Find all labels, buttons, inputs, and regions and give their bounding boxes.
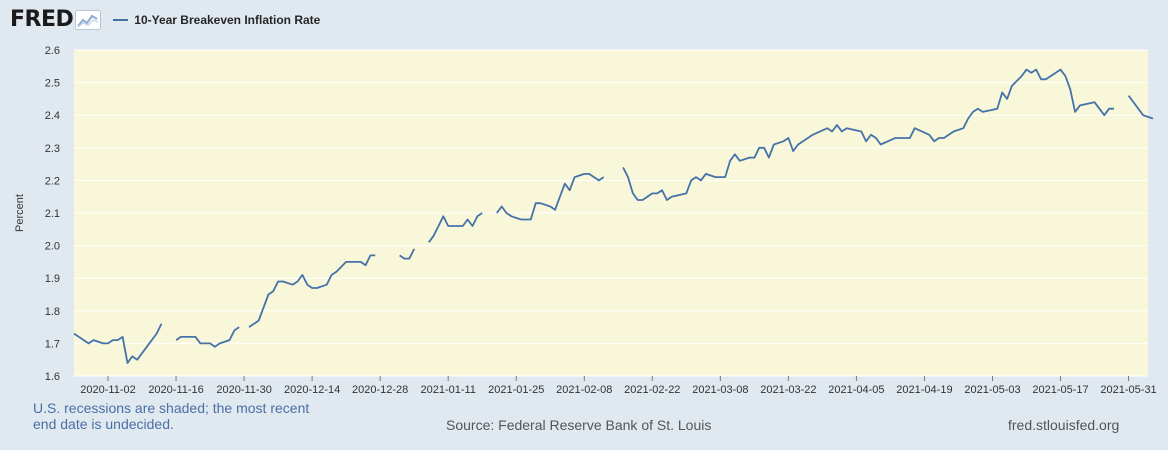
- y-tick-label: 1.9: [45, 273, 60, 285]
- y-tick-label: 2.2: [45, 175, 60, 187]
- chart-line-icon: [75, 10, 102, 30]
- series-line-segment[interactable]: [175, 326, 240, 348]
- x-tick-label: 2021-03-22: [760, 384, 816, 396]
- x-tick-label: 2020-12-28: [352, 384, 408, 396]
- recession-note: U.S. recessions are shaded; the most rec…: [33, 400, 310, 432]
- legend: 10-Year Breakeven Inflation Rate: [113, 13, 320, 27]
- x-tick-label: 2021-04-05: [828, 384, 884, 396]
- x-tick-label: 2021-01-11: [420, 384, 475, 396]
- y-tick-label: 2.3: [45, 143, 60, 155]
- legend-label[interactable]: 10-Year Breakeven Inflation Rate: [134, 13, 321, 27]
- series-line-segment[interactable]: [1127, 95, 1154, 120]
- y-axis-ticks: 1.6 1.7 1.8 1.9 2.0 2.1 2.2 2.3 2.4 2.5 2.6: [45, 45, 60, 383]
- legend-swatch: [113, 19, 129, 21]
- x-tick-label: 2021-05-03: [964, 384, 1020, 396]
- y-tick-label: 2.1: [45, 208, 60, 220]
- header: FRED 10-Year Breakeven Inflation Rate: [10, 8, 320, 32]
- x-axis-ticks: 2020-11-02 2020-11-16 2020-11-30 2020-12-14…: [80, 376, 1157, 396]
- y-tick-label: 1.7: [45, 338, 60, 350]
- x-tick-label: 2021-03-08: [692, 384, 748, 396]
- series-line-segment[interactable]: [248, 254, 376, 328]
- y-tick-label: 2.6: [45, 45, 60, 57]
- y-axis-title: Percent: [14, 194, 26, 232]
- x-tick-label: 2021-05-17: [1032, 384, 1088, 396]
- series-line-segment[interactable]: [73, 323, 163, 364]
- x-tick-label: 2021-01-25: [488, 384, 544, 396]
- series-line-segment[interactable]: [399, 248, 416, 260]
- y-tick-label: 2.4: [45, 110, 60, 122]
- x-tick-label: 2020-12-14: [284, 384, 340, 396]
- site-link[interactable]: fred.stlouisfed.org: [1008, 417, 1120, 433]
- x-tick-label: 2021-05-31: [1100, 384, 1156, 396]
- source-note: Source: Federal Reserve Bank of St. Loui…: [446, 417, 712, 433]
- x-tick-label: 2021-02-22: [624, 384, 680, 396]
- x-tick-label: 2021-02-08: [556, 384, 612, 396]
- x-tick-label: 2020-11-30: [216, 384, 271, 396]
- x-tick-label: 2020-11-02: [80, 384, 135, 396]
- y-tick-label: 2.5: [45, 78, 60, 90]
- series-line-segment[interactable]: [496, 172, 605, 221]
- x-tick-label: 2021-04-19: [896, 384, 952, 396]
- line-chart[interactable]: 1.6 1.7 1.8 1.9 2.0 2.1 2.2 2.3 2.4 2.5 2.6 2020-1…: [0, 0, 1168, 400]
- series-line-segment[interactable]: [622, 68, 1114, 201]
- y-tick-label: 1.6: [45, 371, 60, 383]
- y-tick-label: 1.8: [45, 306, 60, 318]
- series-lines: [73, 68, 1154, 364]
- series-line-segment[interactable]: [428, 212, 483, 243]
- x-tick-label: 2020-11-16: [148, 384, 203, 396]
- gridlines: [74, 49, 1148, 377]
- fred-logo[interactable]: FRED: [10, 7, 74, 32]
- y-tick-label: 2.0: [45, 241, 60, 253]
